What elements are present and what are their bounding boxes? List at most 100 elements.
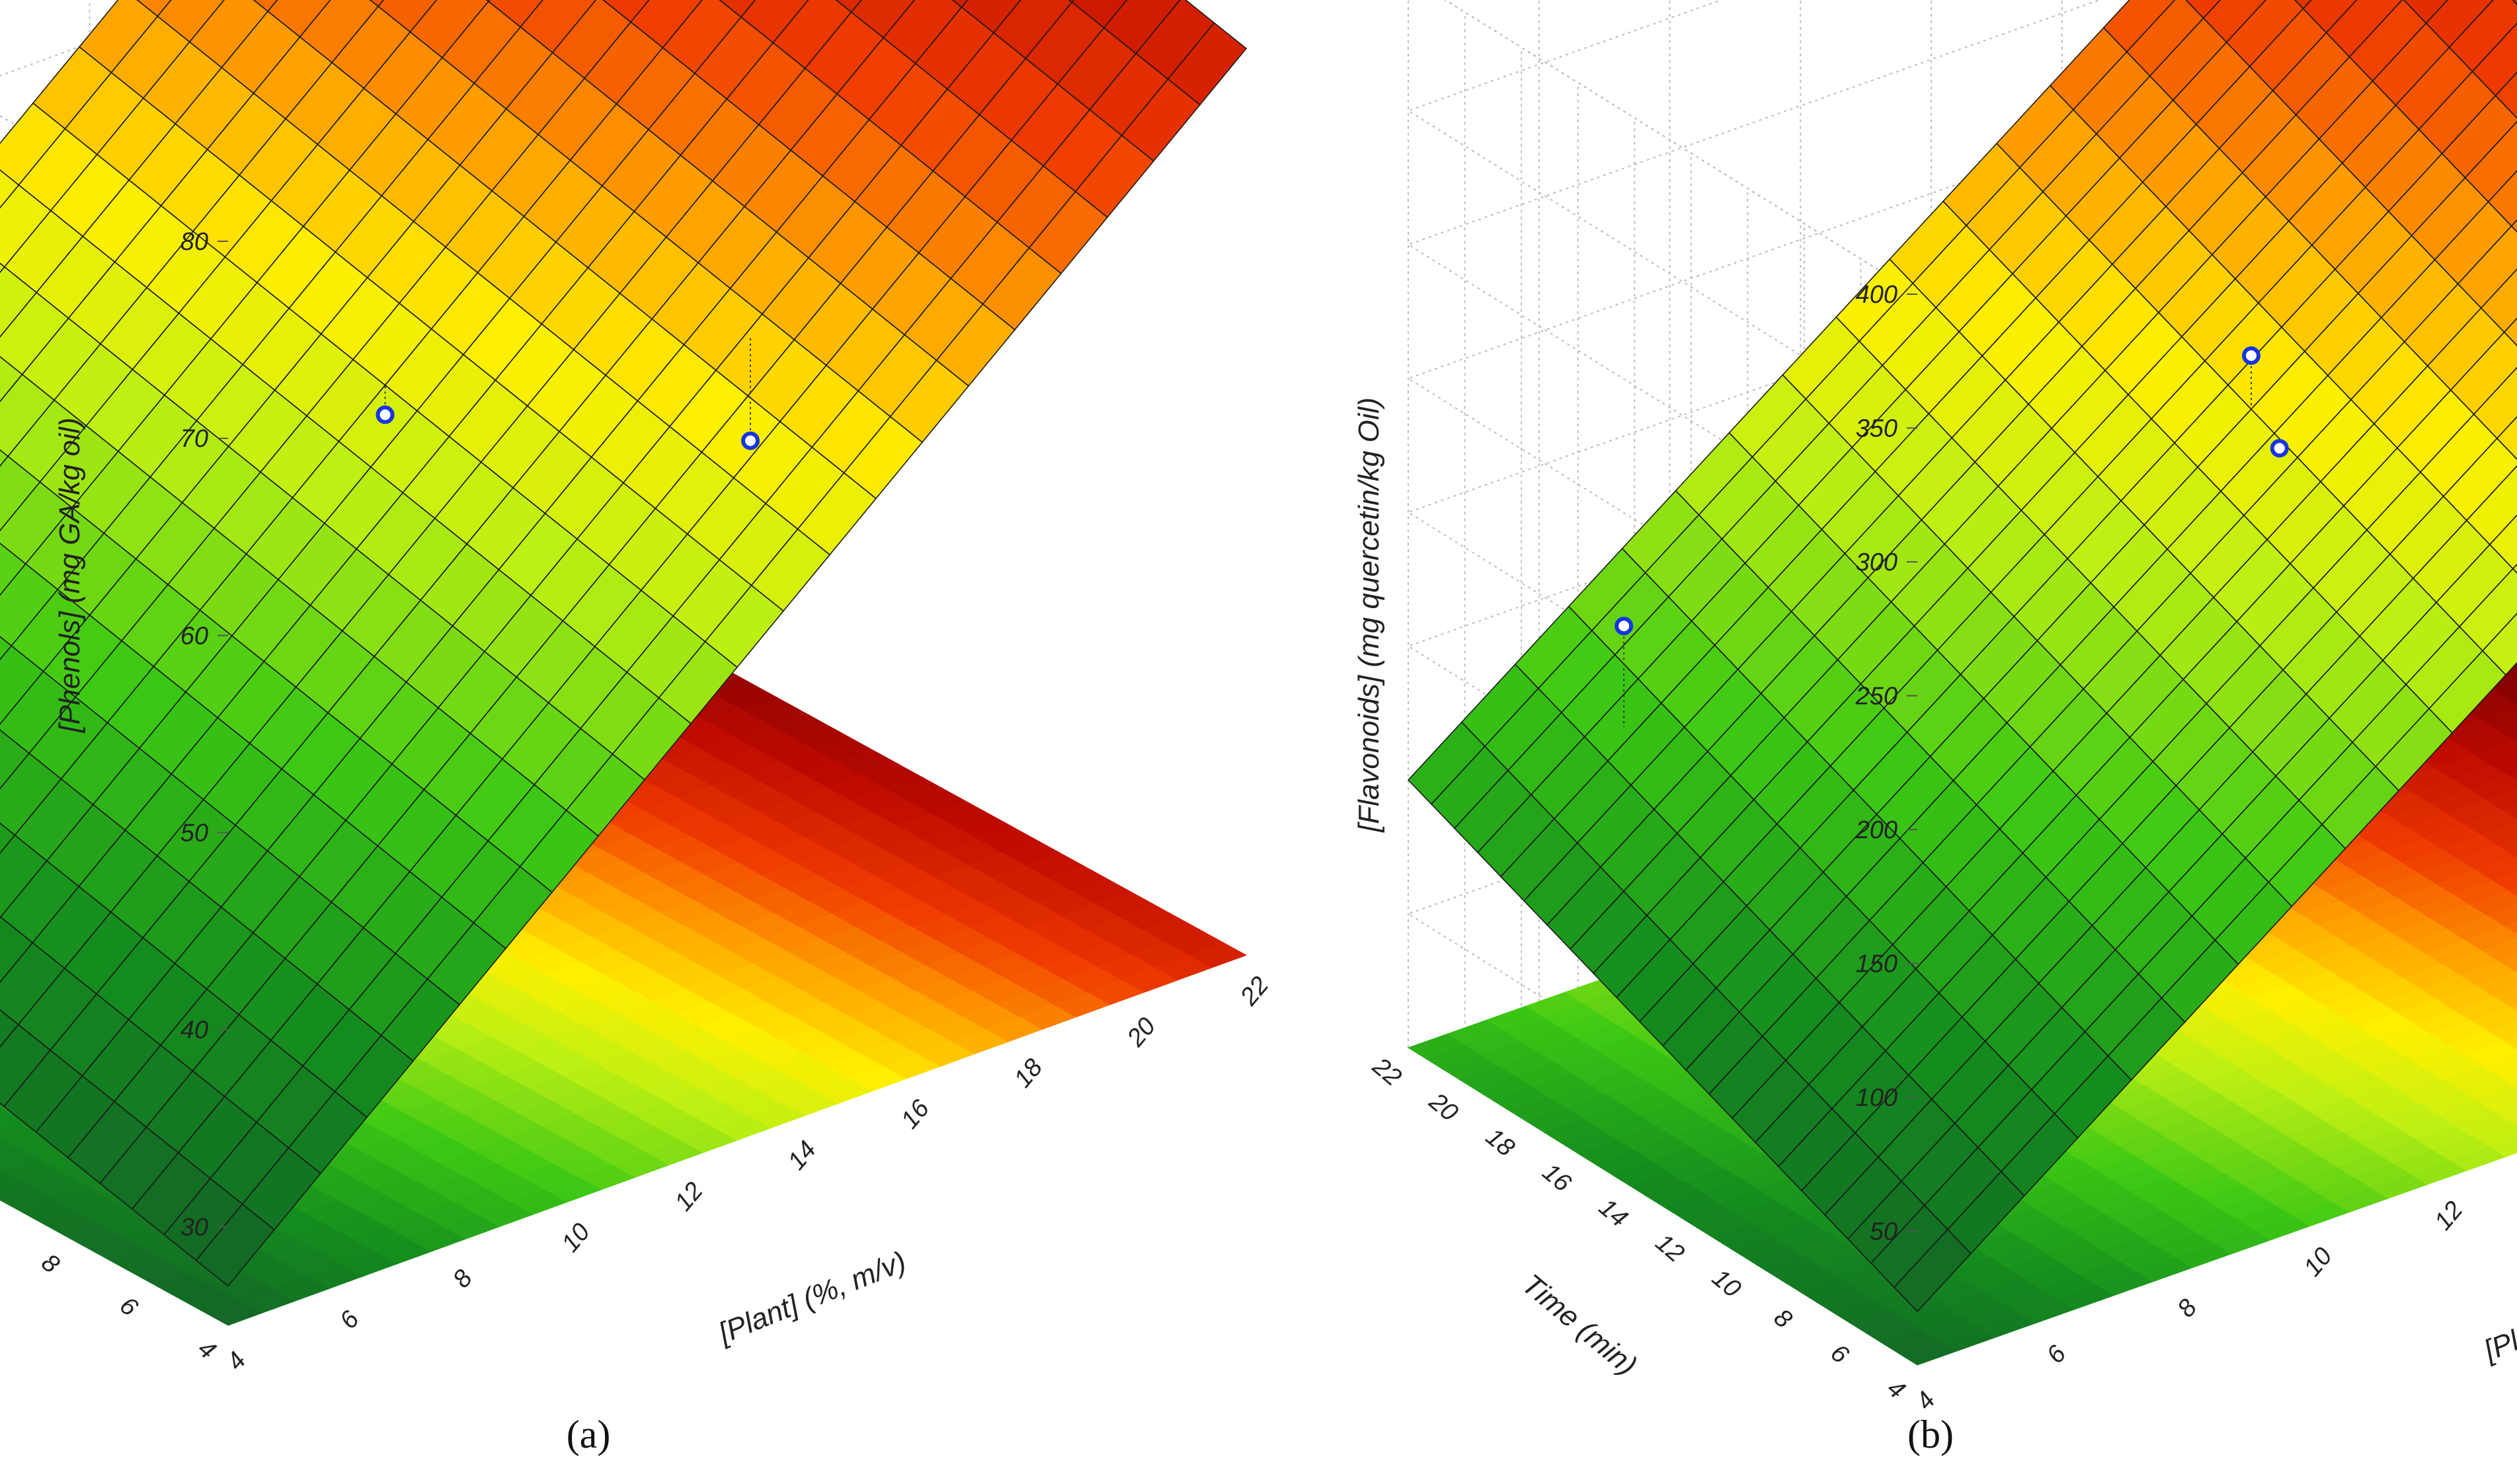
panel-label: (a) xyxy=(567,1413,611,1456)
z-tick-label: 250 xyxy=(1855,683,1898,711)
surface-cell xyxy=(2403,0,2449,24)
floor-cell xyxy=(2480,937,2517,961)
observed-points xyxy=(1615,346,2289,727)
y-tick-label: 10 xyxy=(1706,1264,1745,1303)
response-surface xyxy=(1407,0,2517,1313)
floor-cell xyxy=(2488,1136,2517,1157)
x-tick-label: 12 xyxy=(2429,1196,2468,1235)
surface-cell xyxy=(2510,219,2517,233)
surface-cell xyxy=(2464,120,2517,203)
floor-cell xyxy=(2506,771,2517,781)
surface-cell xyxy=(0,822,16,855)
floor-cell xyxy=(2485,787,2517,810)
data-point-1 xyxy=(1615,617,1634,635)
surface-cell xyxy=(2495,71,2517,119)
floor-cell xyxy=(2497,953,2517,972)
surface-cell xyxy=(136,0,172,17)
z-tick-label: 400 xyxy=(1856,281,1898,309)
floor-cell xyxy=(2498,1070,2517,1087)
floor-cell xyxy=(2478,705,2517,730)
floor-cell xyxy=(2502,920,2517,935)
y-tick-label: 22 xyxy=(1367,1052,1406,1091)
floor-cell xyxy=(2481,1052,2517,1077)
surface-cell xyxy=(267,0,331,38)
surface-cell xyxy=(2473,366,2517,440)
surface-cell xyxy=(2302,0,2358,34)
y-tick-label: 4 xyxy=(1882,1374,1910,1405)
floor-cell xyxy=(2493,1103,2517,1122)
z-tick-label: 350 xyxy=(1856,415,1898,443)
x-tick-label: 22 xyxy=(1234,972,1274,1011)
z-tick-label: 200 xyxy=(1855,816,1898,844)
x-axis-label: [Plant] (%, m/v) xyxy=(2479,1263,2517,1367)
y-tick-label: 18 xyxy=(1480,1123,1519,1162)
z-tick-label: 50 xyxy=(1870,1218,1898,1246)
wall-gridline xyxy=(1444,0,1918,295)
floor-cell xyxy=(2504,1036,2517,1050)
floor-cell xyxy=(2509,1003,2517,1011)
surface-cell xyxy=(2503,317,2517,346)
z-axis-ticks: 30 40 50 60 70 80 xyxy=(180,228,228,1241)
y-tick-label: 6 xyxy=(1825,1339,1855,1370)
surface-cell xyxy=(2487,170,2517,227)
data-point-3 xyxy=(2270,439,2289,458)
floor-cell xyxy=(2487,1019,2517,1042)
z-tick-label: 50 xyxy=(180,820,208,847)
observed-points xyxy=(376,335,760,450)
x-tick-label: 18 xyxy=(1009,1054,1048,1093)
x-tick-label: 4 xyxy=(221,1347,252,1376)
surface-cell xyxy=(719,0,756,18)
x-tick-label: 10 xyxy=(556,1218,595,1257)
floor-cell xyxy=(2513,853,2517,858)
y-tick-label: 12 xyxy=(1650,1229,1689,1268)
data-point-3 xyxy=(741,431,760,450)
surface-cell xyxy=(0,262,5,274)
y-tick-label: 8 xyxy=(1769,1304,1797,1334)
chart-panel-2: 5010015020025030035040046810121416182022… xyxy=(1353,0,2517,1456)
surface-cell xyxy=(2512,0,2517,5)
surface-cell xyxy=(2512,563,2517,574)
z-tick-label: 80 xyxy=(180,228,208,256)
y-tick-label: 16 xyxy=(1537,1158,1577,1198)
x-tick-label: 20 xyxy=(1121,1013,1161,1052)
surface-cell xyxy=(2480,268,2517,333)
floor-cell xyxy=(2508,887,2517,896)
surface-cell xyxy=(2489,514,2517,570)
z-axis-label: [Phenols] (mg GA/kg oil) xyxy=(54,418,86,734)
surface-cell xyxy=(2185,0,2221,19)
surface-cell xyxy=(377,0,438,33)
data-point-2 xyxy=(376,405,395,424)
x-tick-label: 14 xyxy=(783,1136,822,1175)
y-tick-label: 4 xyxy=(192,1335,221,1365)
panel-label: (b) xyxy=(1907,1413,1954,1456)
surface-cell xyxy=(2465,465,2517,545)
z-tick-label: 40 xyxy=(180,1017,208,1044)
floor-cell xyxy=(2485,904,2517,926)
floor-cell xyxy=(2495,721,2517,740)
x-tick-label: 8 xyxy=(2172,1294,2202,1323)
z-tick-label: 70 xyxy=(180,425,208,453)
floor-cell xyxy=(2490,754,2517,775)
x-tick-label: 4 xyxy=(1911,1387,1941,1415)
surface-cell xyxy=(1071,0,1128,29)
surface-cell xyxy=(2481,613,2517,676)
z-tick-label: 150 xyxy=(1856,951,1898,978)
x-axis-label: [Plant] (%, m/v) xyxy=(713,1245,910,1350)
surface-cell xyxy=(253,0,278,13)
surface-cell xyxy=(602,0,650,23)
floor-cell xyxy=(2479,820,2517,845)
y-tick-label: 20 xyxy=(1423,1087,1463,1127)
z-tick-label: 100 xyxy=(1856,1084,1898,1112)
surface-cell xyxy=(2294,0,2312,10)
z-tick-label: 60 xyxy=(180,622,208,650)
x-tick-label: 10 xyxy=(2298,1243,2337,1282)
y-tick-label: 14 xyxy=(1593,1193,1632,1232)
surface-cell xyxy=(1167,22,1248,106)
wall-gridline xyxy=(1406,0,1918,429)
surface-cell xyxy=(835,0,862,13)
floor-cell xyxy=(2491,871,2517,891)
surface-cell xyxy=(487,0,543,28)
response-surface xyxy=(0,0,1248,1287)
